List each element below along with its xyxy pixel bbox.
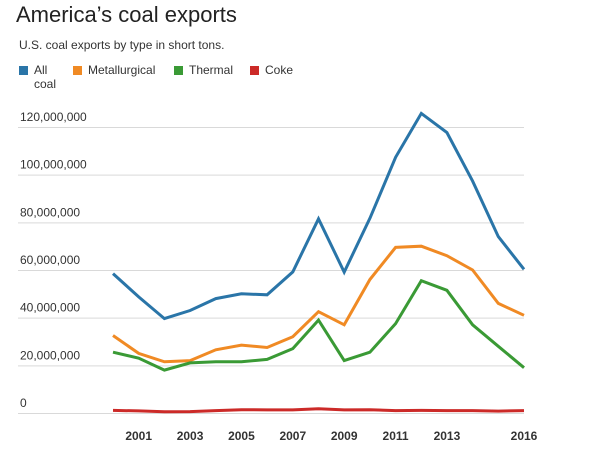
chart-title: America’s coal exports	[16, 2, 237, 27]
x-tick-label-7: 2016	[511, 429, 538, 443]
legend-swatch-coke	[250, 66, 259, 75]
legend-label-coke: Coke	[265, 63, 294, 77]
series-line-all-coal	[111, 111, 526, 321]
y-tick-label-6: 120,000,000	[20, 110, 87, 124]
legend-item-metallurgical: Metallurgical	[73, 63, 155, 77]
x-tick-label-3: 2007	[279, 429, 306, 443]
x-tick-label-6: 2013	[434, 429, 461, 443]
chart-subtitle: U.S. coal exports by type in short tons.	[19, 38, 225, 52]
legend-swatch-metallurgical	[73, 66, 82, 75]
x-tick-label-2: 2005	[228, 429, 255, 443]
legend-item-all-coal: All coal	[19, 63, 64, 91]
x-tick-label-4: 2009	[331, 429, 358, 443]
x-tick-label-0: 2001	[125, 429, 152, 443]
series-line-metallurgical	[112, 244, 525, 364]
series-line-thermal	[112, 278, 525, 372]
y-tick-label-0: 0	[20, 396, 27, 410]
y-tick-label-5: 100,000,000	[20, 158, 87, 172]
y-tick-label-3: 60,000,000	[20, 253, 80, 267]
legend-label-metallurgical: Metallurgical	[88, 63, 156, 77]
y-tick-label-4: 80,000,000	[20, 205, 80, 219]
legend-item-thermal: Thermal	[174, 63, 233, 77]
legend-label-all-coal: All coal	[34, 63, 57, 91]
y-tick-label-2: 40,000,000	[20, 301, 80, 315]
x-tick-label-5: 2011	[383, 429, 409, 443]
x-tick-label-1: 2003	[177, 429, 204, 443]
series-line-coke	[112, 407, 525, 414]
legend-swatch-thermal	[174, 66, 183, 75]
legend-item-coke: Coke	[250, 63, 293, 77]
y-tick-label-1: 20,000,000	[20, 348, 80, 362]
legend-label-thermal: Thermal	[189, 63, 234, 77]
legend-swatch-all-coal	[19, 66, 28, 75]
